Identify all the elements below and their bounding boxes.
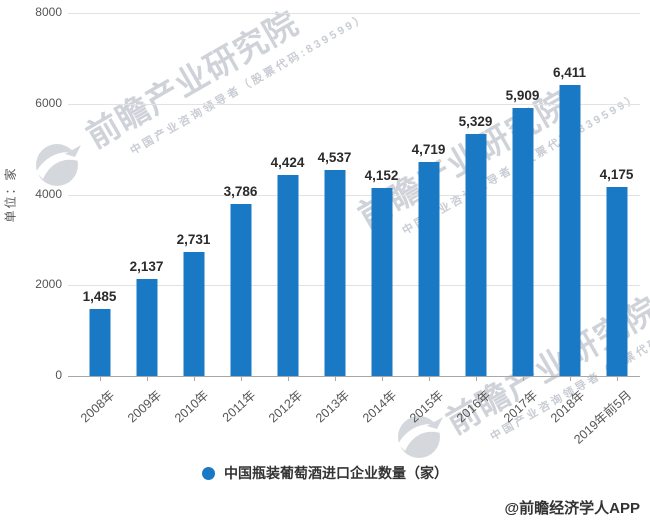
- x-axis-tick: [569, 376, 571, 381]
- bar[interactable]: [559, 85, 580, 376]
- bar-band: 6,411 2018年: [546, 13, 593, 425]
- x-axis-tick: [287, 376, 289, 381]
- x-tick-label: 2013年: [313, 387, 353, 426]
- bar-value-label: 4,424: [270, 155, 305, 171]
- bar-band: 4,537 2013年: [311, 13, 358, 425]
- y-tick-label: 6000: [35, 95, 62, 110]
- bar-band: 4,175 2019年前5月: [571, 13, 640, 447]
- bar-value-label: 1,485: [82, 288, 117, 304]
- x-tick-label: 2016年: [454, 387, 494, 426]
- bar-band: 4,152 2014年: [358, 13, 405, 426]
- bar-band: 2,137 2009年: [123, 13, 170, 425]
- bar-value-label: 5,329: [458, 114, 493, 130]
- x-tick-label: 2012年: [266, 387, 306, 426]
- bar-value-label: 4,537: [317, 150, 352, 166]
- bar-band: 4,719 2015年: [405, 13, 452, 425]
- x-axis-tick: [475, 376, 477, 381]
- bar-value-label: 6,411: [552, 65, 587, 81]
- x-axis-tick: [240, 376, 242, 381]
- y-tick-label: 8000: [35, 5, 62, 19]
- bar[interactable]: [183, 252, 204, 376]
- gridline: [68, 13, 640, 14]
- x-axis-tick: [99, 376, 101, 381]
- bar-band: 3,786 2011年: [217, 13, 264, 425]
- gridline: [68, 285, 640, 287]
- y-axis-title: 单位：家: [3, 166, 18, 223]
- bar-band: 5,329 2016年: [452, 13, 499, 425]
- x-tick-label: 2011年: [219, 387, 259, 425]
- x-tick-label: 2010年: [172, 387, 212, 426]
- bar[interactable]: [512, 107, 533, 376]
- gridline: [68, 194, 640, 196]
- plot-area: 1,485 2008年 2,137 2009年 2,731 2010年 3,786 2011年…: [68, 13, 640, 447]
- y-tick-label: 4000: [35, 186, 62, 201]
- legend-label: 中国瓶装葡萄酒进口企业数量（家）: [224, 465, 448, 481]
- bar-value-label: 5,909: [505, 87, 540, 103]
- x-axis-tick: [616, 376, 618, 381]
- gridline: [68, 376, 640, 377]
- x-tick-label: 2009年: [125, 387, 165, 426]
- bar-value-label: 2,731: [176, 232, 211, 248]
- y-tick-label: 2000: [35, 277, 62, 292]
- x-axis-tick: [428, 376, 430, 381]
- bar[interactable]: [324, 170, 345, 376]
- bar[interactable]: [136, 279, 157, 376]
- x-axis-tick: [522, 376, 524, 381]
- y-axis-labels: 8000 6000 4000 2000 0: [0, 0, 64, 524]
- bar-value-label: 4,175: [599, 166, 634, 182]
- bars: 1,485 2008年 2,137 2009年 2,731 2010年 3,786 2011年…: [76, 13, 640, 447]
- legend-marker-icon: [202, 466, 215, 480]
- gridline: [68, 103, 640, 105]
- bar-value-label: 4,152: [364, 167, 399, 183]
- x-axis-tick: [334, 376, 336, 381]
- bar[interactable]: [371, 187, 392, 376]
- bar-band: 2,731 2010年: [170, 13, 217, 425]
- bar-value-label: 3,786: [223, 184, 258, 200]
- bar[interactable]: [89, 308, 110, 376]
- bar[interactable]: [418, 161, 439, 376]
- x-axis-tick: [146, 376, 148, 381]
- bar-band: 1,485 2008年: [76, 13, 123, 426]
- bar-band: 4,424 2012年: [264, 13, 311, 425]
- attribution-text: @前瞻经济学人APP: [504, 500, 640, 517]
- bar-value-label: 2,137: [129, 259, 164, 275]
- y-tick-label: 0: [55, 368, 62, 382]
- x-axis-tick: [381, 376, 383, 381]
- bar[interactable]: [606, 186, 627, 376]
- bar-value-label: 4,719: [411, 141, 446, 157]
- x-tick-label: 2014年: [360, 387, 400, 426]
- x-axis-tick: [193, 376, 195, 381]
- x-tick-label: 2015年: [407, 387, 447, 426]
- bar-band: 5,909 2017年: [499, 13, 546, 425]
- bar[interactable]: [230, 204, 251, 376]
- x-tick-label: 2017年: [501, 387, 541, 426]
- legend[interactable]: 中国瓶装葡萄酒进口企业数量（家）: [0, 463, 650, 483]
- x-tick-label: 2008年: [78, 387, 118, 426]
- bar[interactable]: [277, 175, 298, 376]
- bar[interactable]: [465, 134, 486, 376]
